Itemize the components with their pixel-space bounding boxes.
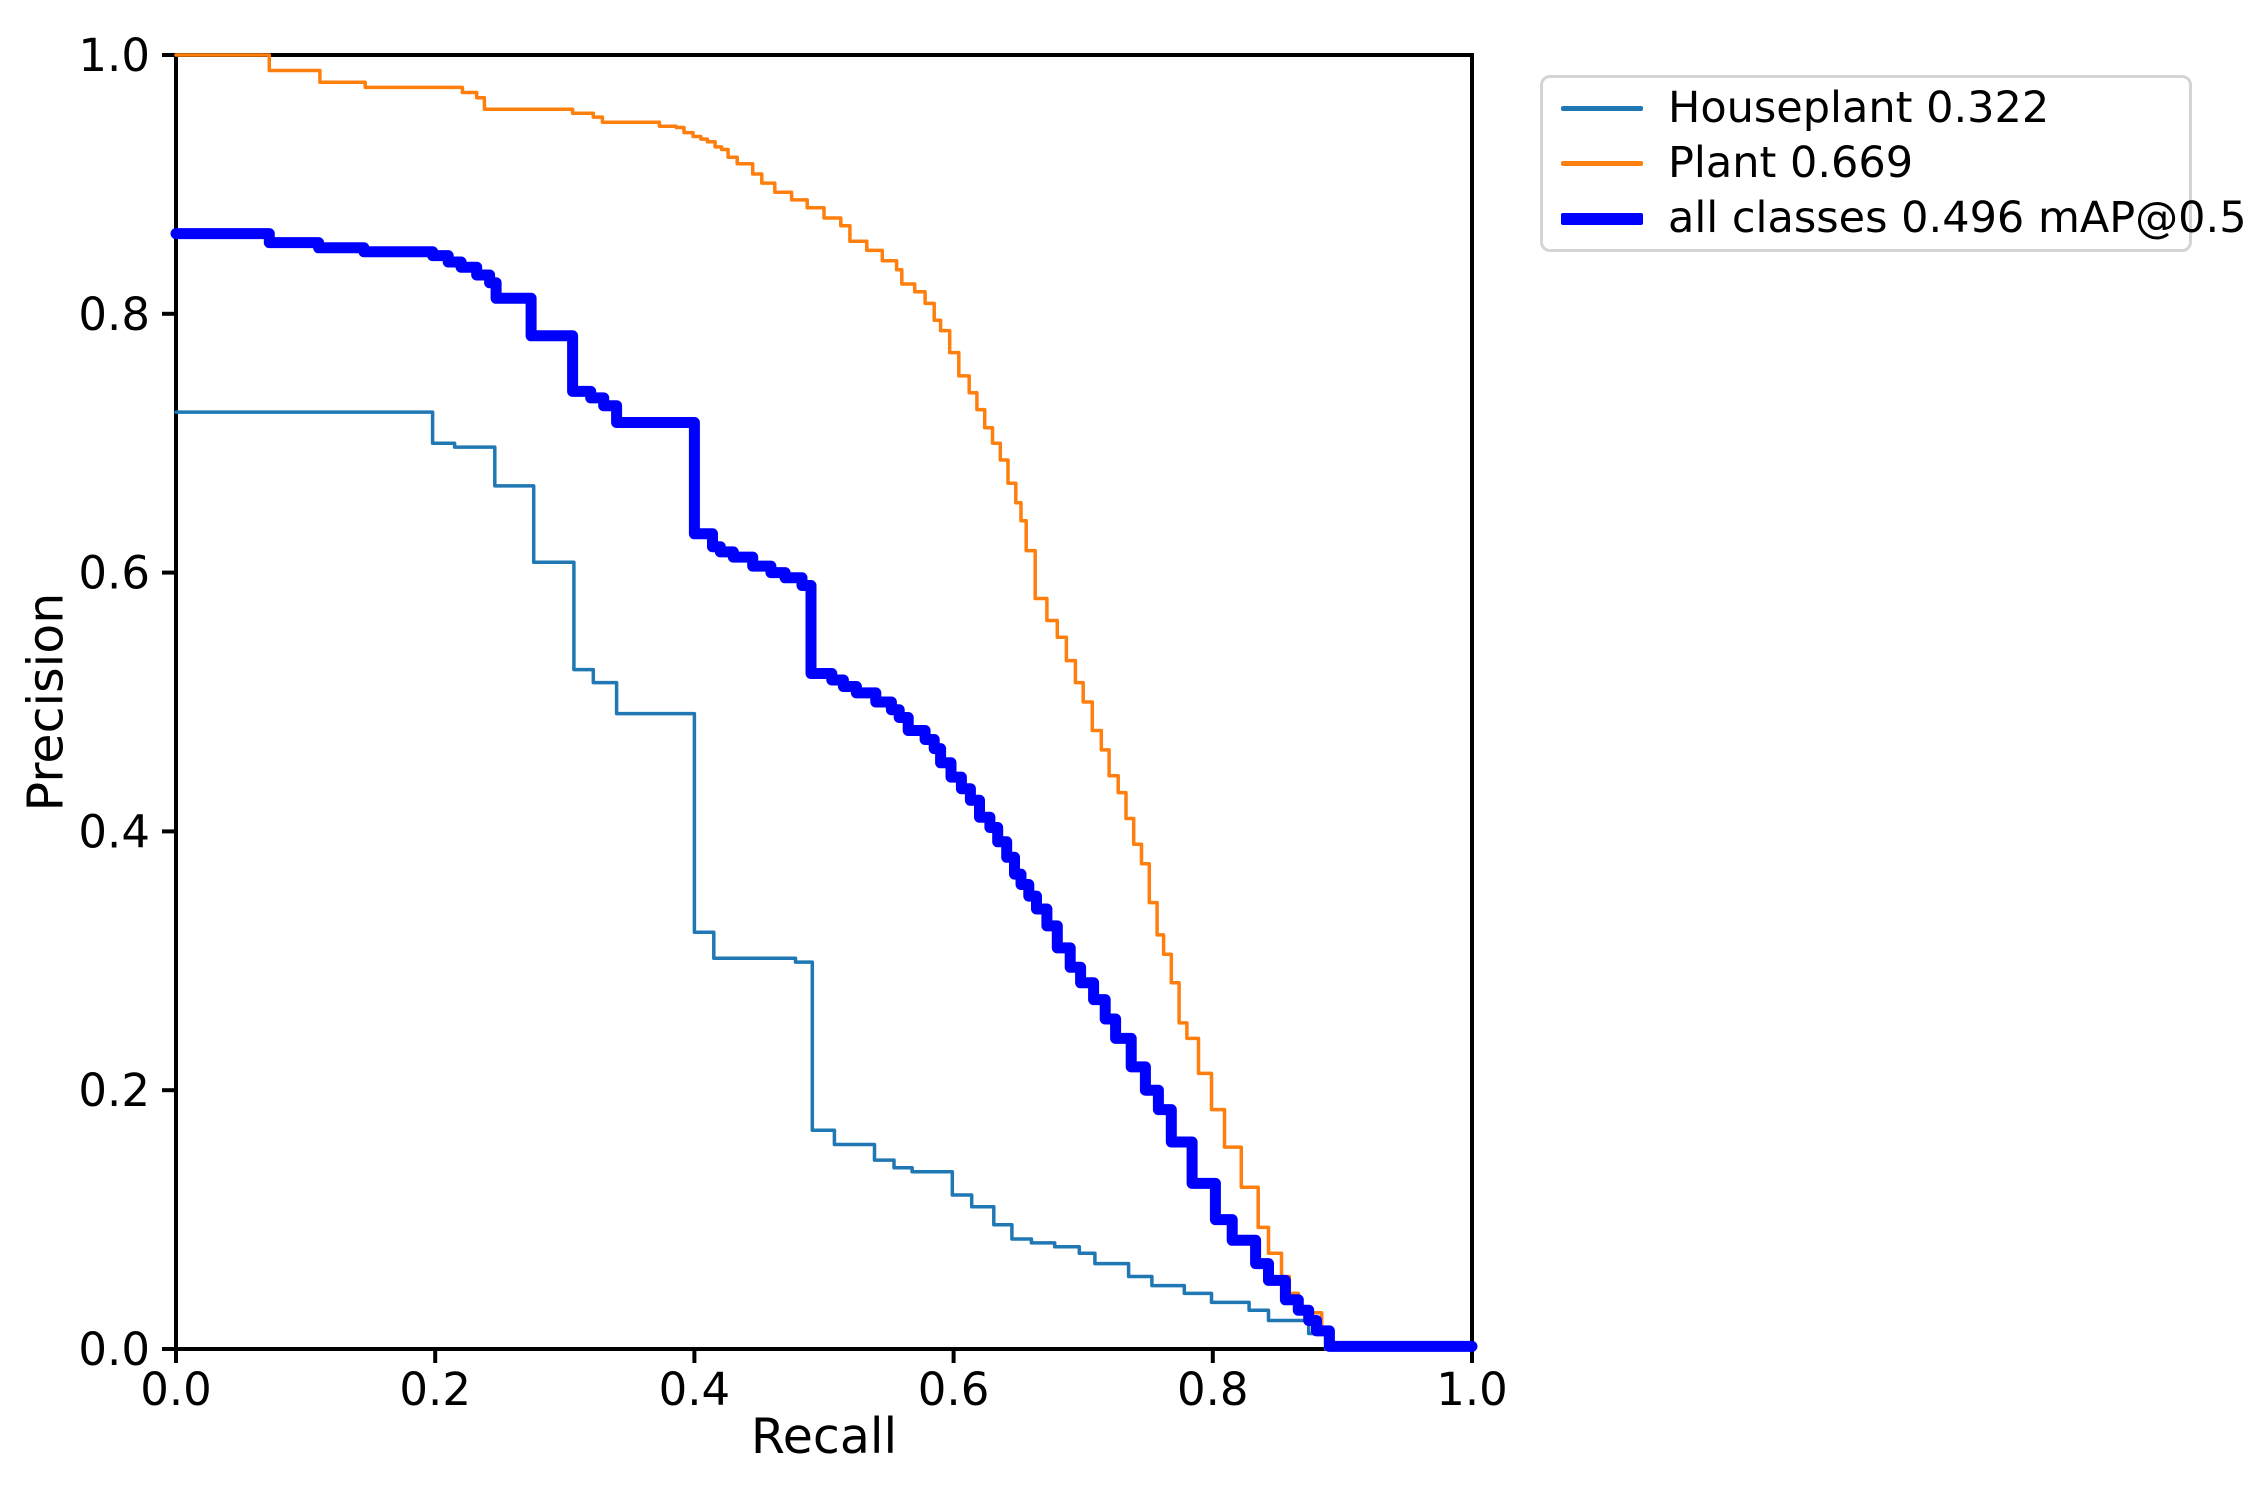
- y-tick-label: 0.0: [78, 1323, 150, 1376]
- y-tick-label: 1.0: [78, 29, 150, 82]
- axes-spines: [174, 53, 1474, 1351]
- x-tick-label: 0.2: [399, 1363, 471, 1416]
- x-tick-label: 0.8: [1177, 1363, 1249, 1416]
- x-tick-label: 0.0: [140, 1363, 212, 1416]
- x-tick-label: 0.6: [918, 1363, 990, 1416]
- legend-item-label: Houseplant 0.322: [1668, 83, 2050, 133]
- legend: Houseplant 0.322 Plant 0.669 all classes…: [1540, 75, 2247, 252]
- legend-line-sample-plant: [1561, 161, 1643, 166]
- series-curve-1: [174, 53, 1329, 1351]
- y-tick-label: 0.4: [78, 805, 150, 858]
- x-tick-label: 0.4: [659, 1363, 731, 1416]
- legend-item-label: Plant 0.669: [1668, 138, 1914, 188]
- legend-line-sample-houseplant: [1561, 106, 1643, 111]
- legend-item: Plant 0.669: [1561, 136, 2171, 191]
- y-tick-label: 0.6: [78, 547, 150, 600]
- legend-item-label: all classes 0.496 mAP@0.5: [1668, 193, 2247, 243]
- x-tick-label: 1.0: [1436, 1363, 1508, 1416]
- series-curve-2: [170, 228, 1478, 1352]
- y-tick-label: 0.8: [78, 288, 150, 341]
- legend-item: all classes 0.496 mAP@0.5: [1561, 191, 2247, 246]
- legend-line-sample-all-classes: [1561, 212, 1643, 225]
- y-tick-label: 0.2: [78, 1064, 150, 1117]
- series-curve-0: [174, 410, 1328, 1351]
- y-axis-label: Precision: [17, 592, 75, 812]
- legend-item: Houseplant 0.322: [1561, 81, 2171, 136]
- x-axis-label: Recall: [750, 1408, 898, 1465]
